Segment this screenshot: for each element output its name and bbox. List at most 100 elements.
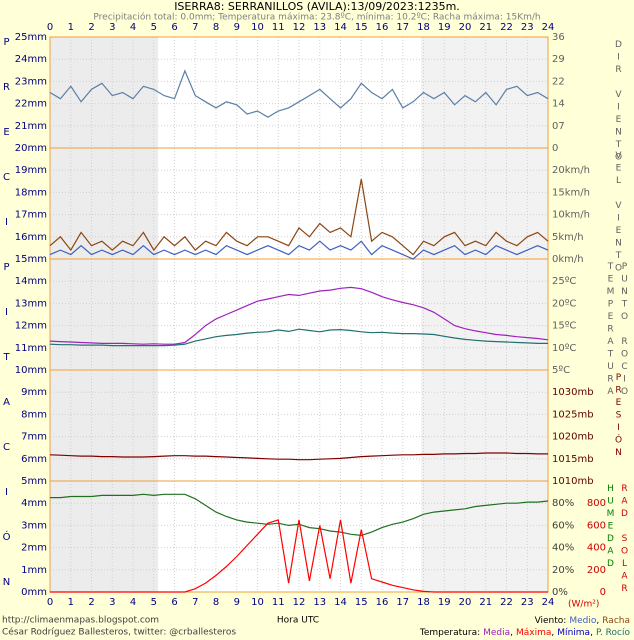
legend-entry: Temperatura: (419, 628, 480, 638)
y3-tick-label: 600 (587, 520, 606, 531)
chart-subtitle: Precipitación total: 0.0mm; Temperatura … (93, 12, 540, 23)
y-tick-label: 20mm (15, 143, 47, 154)
x-tick-label: 18 (417, 22, 430, 33)
y2-tick-label: 80% (552, 498, 574, 509)
y-tick-label: 16mm (15, 232, 47, 243)
legend-entry: Racha (602, 616, 630, 626)
panel-axis-label: VEL VIENTO (614, 151, 624, 276)
x-tick-label: 16 (376, 22, 389, 33)
y2-tick-label: 29 (552, 54, 565, 65)
x-tick-label: 19 (438, 597, 451, 608)
x-tick-label: 3 (109, 597, 115, 608)
x-tick-label: 11 (272, 22, 285, 33)
x-tick-label: 15 (355, 597, 368, 608)
x-tick-label: 9 (234, 597, 240, 608)
x-tick-label: 14 (334, 22, 347, 33)
night-shade (50, 37, 158, 592)
x-tick-label: 7 (192, 22, 198, 33)
x-tick-label: 10 (251, 22, 264, 33)
y-tick-label: 8mm (21, 409, 47, 420)
footer-line: http://climaenmapas.blogspot.com (2, 616, 159, 626)
x-tick-label: 10 (251, 597, 264, 608)
legend-entry: Media (483, 628, 510, 638)
y2-tick-label: 0km/h (552, 254, 584, 265)
y2-tick-label: 10km/h (552, 210, 590, 221)
x-tick-label: 6 (171, 22, 177, 33)
y2-tick-label: 60% (552, 520, 574, 531)
legend-entry: Mínima (557, 628, 590, 638)
panel-axis-label: PRESIÓN (614, 373, 624, 461)
x-tick-label: 5 (151, 597, 157, 608)
series-line (49, 178, 549, 256)
y-tick-label: 15mm (15, 254, 47, 265)
y2-tick-label: 1020mb (552, 432, 594, 443)
y2-tick-label: 1030mb (552, 387, 594, 398)
y-tick-label: 11mm (15, 343, 47, 354)
y2-tick-label: 36 (552, 32, 565, 43)
y-tick-label: 6mm (21, 454, 47, 465)
y2-tick-label: 15km/h (552, 187, 590, 198)
legend-entry: , (510, 628, 513, 638)
x-tick-label: 8 (213, 22, 219, 33)
y3-tick-label: 0 (600, 587, 606, 598)
x-tick-label: 5 (151, 22, 157, 33)
x-tick-label: 19 (438, 22, 451, 33)
x-tick-label: 18 (417, 597, 430, 608)
x-tick-label: 21 (479, 597, 492, 608)
x-tick-label: 24 (542, 597, 555, 608)
x-tick-label: 1 (68, 22, 74, 33)
y-tick-label: 0mm (21, 587, 47, 598)
plot-frame (49, 36, 549, 593)
y-tick-label: 3mm (21, 520, 47, 531)
y-tick-label: 18mm (15, 187, 47, 198)
y2-tick-label: 14 (552, 99, 565, 110)
footer-line: César Rodríguez Ballesteros, twitter: @c… (2, 627, 236, 638)
y-tick-label: 9mm (21, 387, 47, 398)
x-tick-label: 12 (293, 22, 306, 33)
y-tick-label: 14mm (15, 276, 47, 287)
series-line (49, 240, 549, 260)
x-tick-label: 15 (355, 22, 368, 33)
y-tick-label: 4mm (21, 498, 47, 509)
y-tick-label: 21mm (15, 121, 47, 132)
y-tick-label: 1mm (21, 565, 47, 576)
y2-tick-label: 0 (552, 143, 558, 154)
x-tick-label: 22 (500, 22, 513, 33)
y-axis-label: PRECIPITACIÓN (1, 37, 12, 622)
y3-axis-label: (W/m²) (568, 600, 599, 610)
y2-tick-label: 20km/h (552, 165, 590, 176)
x-tick-label: 4 (130, 22, 136, 33)
x-tick-label: 11 (272, 597, 285, 608)
panel-axis-label: HUMEDAD (606, 484, 616, 572)
x-tick-label: 17 (396, 597, 409, 608)
series-line (49, 328, 548, 347)
y2-tick-label: 1010mb (552, 476, 594, 487)
legend-entry: , (590, 628, 593, 638)
y2-tick-label: 0% (552, 587, 568, 598)
x-tick-label: 16 (376, 597, 389, 608)
y-tick-label: 24mm (15, 54, 47, 65)
y2-tick-label: 1015mb (552, 454, 594, 465)
x-tick-label: 4 (130, 597, 136, 608)
x-tick-label: 21 (479, 22, 492, 33)
y3-tick-label: 200 (587, 565, 606, 576)
y-tick-label: 2mm (21, 543, 47, 554)
panel-axis-label: TEMPERATURA (606, 262, 616, 400)
y2-tick-label: 07 (552, 121, 565, 132)
panel-axis-label: RAD SOLAR (620, 484, 630, 597)
series-line (50, 519, 548, 593)
y2-tick-label: 15ºC (552, 321, 576, 332)
x-tick-label: 12 (293, 597, 306, 608)
x-tick-label: 7 (192, 597, 198, 608)
y-tick-label: 17mm (15, 210, 47, 221)
x-tick-label: 13 (313, 22, 326, 33)
y-tick-label: 10mm (15, 365, 47, 376)
y2-tick-label: 10ºC (552, 343, 576, 354)
legend: Temperatura: Media, Máxima, Mínima, P. Rocío (419, 628, 631, 638)
series-line (49, 69, 549, 118)
y2-tick-label: 5km/h (552, 232, 584, 243)
legend: Viento: Medio, Racha (535, 616, 630, 626)
y-tick-label: 7mm (21, 432, 47, 443)
x-tick-label: 6 (171, 597, 177, 608)
